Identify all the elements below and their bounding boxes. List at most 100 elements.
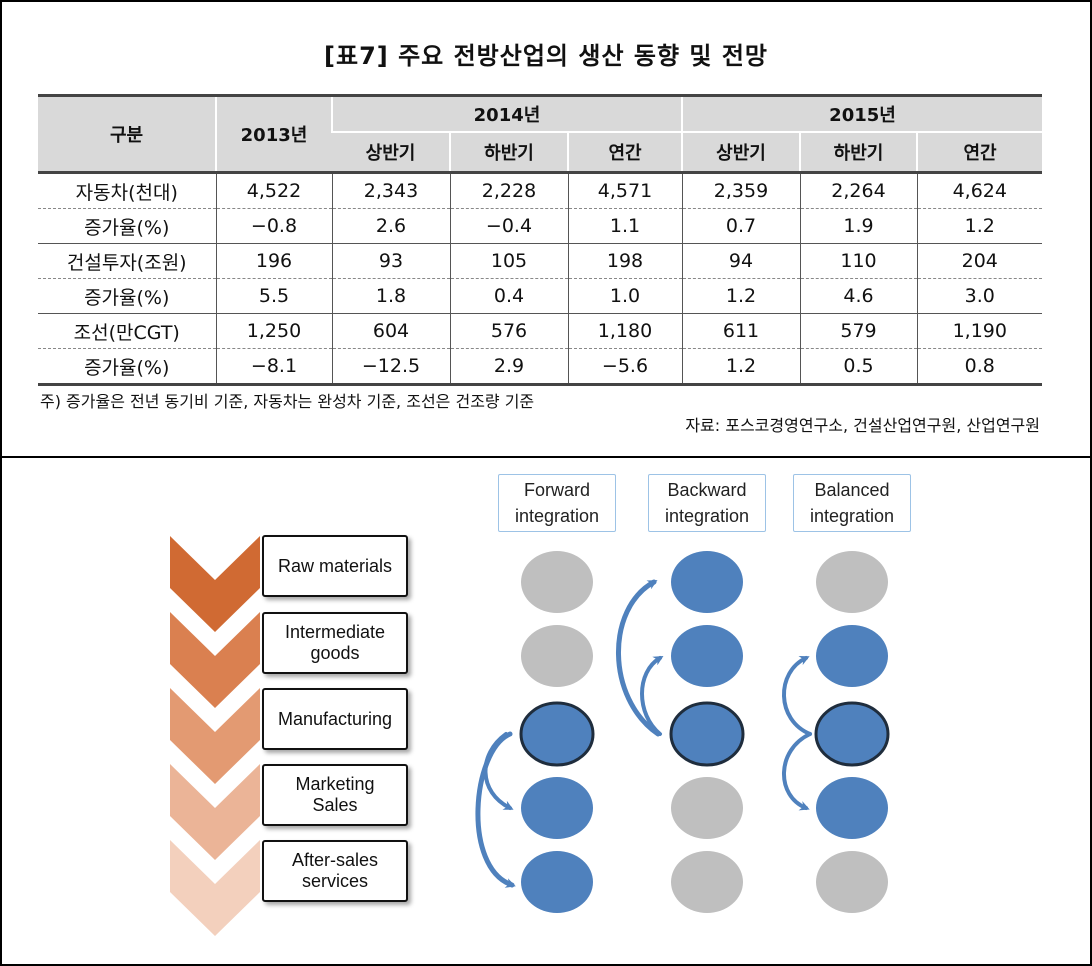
stage-label-line: Intermediate xyxy=(284,622,386,642)
stage-label-line: After-sales xyxy=(291,850,379,870)
stage-label-line: services xyxy=(301,871,368,891)
column-label: Balanced integration xyxy=(793,474,911,532)
panel-divider xyxy=(0,456,1092,458)
table-cell: 1,180 xyxy=(567,313,682,349)
header-2014: 2014년 xyxy=(331,94,682,132)
table-cell: 204 xyxy=(916,243,1043,279)
header-2014-h2: 하반기 xyxy=(449,131,568,174)
inactive-node xyxy=(671,851,743,913)
table-row: 증가율(%) −8.1 −12.5 2.9 −5.6 1.2 0.5 0.8 xyxy=(38,348,1043,386)
column-label-line: Balanced xyxy=(814,480,890,500)
row-label: 조선(만CGT) xyxy=(38,313,216,349)
table-cell: 110 xyxy=(799,243,917,279)
table-row: 자동차(천대) 4,522 2,343 2,228 4,571 2,359 2,264 4,6… xyxy=(38,172,1043,209)
table-cell: 3.0 xyxy=(916,278,1043,314)
table-body: 자동차(천대) 4,522 2,343 2,228 4,571 2,359 2,264 4,6… xyxy=(38,172,1043,386)
active-node xyxy=(816,625,888,687)
table-row: 증가율(%) 5.5 1.8 0.4 1.0 1.2 4.6 3.0 xyxy=(38,278,1043,314)
table-cell: 198 xyxy=(567,243,682,279)
active-node xyxy=(521,777,593,839)
header-2014-h1: 상반기 xyxy=(332,131,450,174)
table-cell: 576 xyxy=(449,313,568,349)
balanced-arrow-down xyxy=(782,732,812,811)
table-cell: 2,228 xyxy=(449,172,568,209)
table-cell: 1.8 xyxy=(331,278,450,314)
table-cell: 4,522 xyxy=(215,172,332,209)
forward-arrow-long xyxy=(475,731,516,888)
forward-arrow-short xyxy=(483,732,514,810)
stage-chevron xyxy=(170,764,260,860)
active-node xyxy=(816,777,888,839)
column-label: Backward integration xyxy=(648,474,766,532)
table-cell: 1.9 xyxy=(799,208,917,244)
stage-box: Manufacturing xyxy=(262,688,408,750)
table-cell: 579 xyxy=(799,313,917,349)
table-cell: 604 xyxy=(331,313,450,349)
inactive-node xyxy=(521,551,593,613)
table-cell: 94 xyxy=(681,243,800,279)
table-title: [표7] 주요 전방산업의 생산 동향 및 전망 xyxy=(324,42,768,70)
table-cell: 4.6 xyxy=(799,278,917,314)
column-label: Forward integration xyxy=(498,474,616,532)
header-2013: 2013년 xyxy=(215,94,332,174)
table-cell: 1,190 xyxy=(916,313,1043,349)
table-cell: 1.2 xyxy=(681,348,800,386)
production-outlook-table: 구분 2013년 2014년 2015년 상반기 하반기 연간 상반기 하반기 … xyxy=(38,94,1043,386)
table-cell: 1.2 xyxy=(916,208,1043,244)
table-cell: 2,359 xyxy=(681,172,800,209)
table-cell: 0.7 xyxy=(681,208,800,244)
table-cell: −0.8 xyxy=(215,208,332,244)
table-cell: 2,264 xyxy=(799,172,917,209)
stage-box: Marketing Sales xyxy=(262,764,408,826)
table-cell: 1.1 xyxy=(567,208,682,244)
table-cell: 0.4 xyxy=(449,278,568,314)
inactive-node xyxy=(816,551,888,613)
header-2014-annual: 연간 xyxy=(567,131,682,174)
table-cell: 0.5 xyxy=(799,348,917,386)
inactive-node xyxy=(521,625,593,687)
active-node xyxy=(519,701,595,767)
active-node xyxy=(814,701,890,767)
header-2015-h2: 하반기 xyxy=(799,131,917,174)
table-cell: 2.9 xyxy=(449,348,568,386)
table-row: 조선(만CGT) 1,250 604 576 1,180 611 579 1,190 xyxy=(38,313,1043,349)
inactive-node xyxy=(816,851,888,913)
column-label-line: Backward xyxy=(667,480,747,500)
header-2015-annual: 연간 xyxy=(915,131,1043,174)
row-label: 증가율(%) xyxy=(38,208,216,244)
active-node xyxy=(669,701,745,767)
integration-diagram: Raw materials Intermediate goods Manufactur… xyxy=(0,458,1092,964)
stage-label-line: Marketing xyxy=(295,774,375,794)
stage-box: After-sales services xyxy=(262,840,408,902)
table-cell: 105 xyxy=(449,243,568,279)
backward-arrow-short xyxy=(640,655,664,736)
stage-label-line: goods xyxy=(310,643,360,663)
backward-arrow-long xyxy=(616,579,661,737)
table-cell: −8.1 xyxy=(215,348,332,386)
stage-chevron xyxy=(170,536,260,632)
table-cell: 4,624 xyxy=(916,172,1043,209)
stage-chevron xyxy=(170,612,260,708)
inactive-node xyxy=(671,777,743,839)
header-2015-h1: 상반기 xyxy=(681,131,800,174)
stage-label-line: Sales xyxy=(312,795,358,815)
stage-chevron xyxy=(170,840,260,936)
table-source: 자료: 포스코경영연구소, 건설산업연구원, 산업연구원 xyxy=(685,416,1040,435)
table-row: 증가율(%) −0.8 2.6 −0.4 1.1 0.7 1.9 1.2 xyxy=(38,208,1043,244)
stage-box: Intermediate goods xyxy=(262,612,408,674)
table-cell: −0.4 xyxy=(449,208,568,244)
row-label: 건설투자(조원) xyxy=(38,243,216,279)
table-cell: 611 xyxy=(681,313,800,349)
table-cell: 2.6 xyxy=(331,208,450,244)
table-note: 주) 증가율은 전년 동기비 기준, 자동차는 완성차 기준, 조선은 건조량 … xyxy=(40,392,535,411)
table-cell: 1,250 xyxy=(215,313,332,349)
column-label-line: integration xyxy=(514,506,600,526)
table-cell: 4,571 xyxy=(567,172,682,209)
column-label-line: integration xyxy=(664,506,750,526)
active-node xyxy=(521,851,593,913)
table-row: 건설투자(조원) 196 93 105 198 94 110 204 xyxy=(38,243,1043,279)
stage-chevron xyxy=(170,688,260,784)
row-label: 자동차(천대) xyxy=(38,172,216,209)
row-label: 증가율(%) xyxy=(38,348,216,386)
